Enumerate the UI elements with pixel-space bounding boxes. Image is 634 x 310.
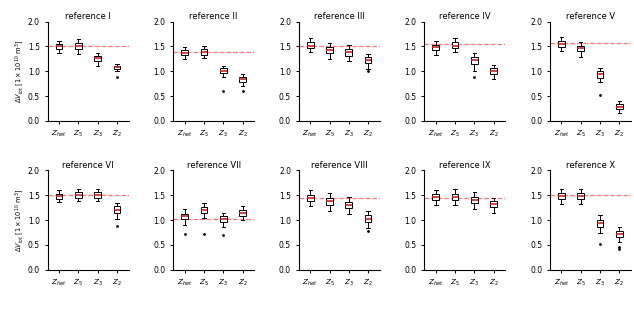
PathPatch shape xyxy=(365,215,372,222)
Title: reference VIII: reference VIII xyxy=(311,161,368,170)
Title: reference II: reference II xyxy=(190,12,238,21)
PathPatch shape xyxy=(56,43,63,50)
PathPatch shape xyxy=(490,68,497,74)
PathPatch shape xyxy=(307,42,314,48)
PathPatch shape xyxy=(326,198,333,205)
PathPatch shape xyxy=(346,202,353,208)
PathPatch shape xyxy=(220,68,226,73)
PathPatch shape xyxy=(113,66,120,69)
PathPatch shape xyxy=(94,56,101,61)
PathPatch shape xyxy=(452,194,458,200)
PathPatch shape xyxy=(452,42,458,48)
PathPatch shape xyxy=(75,192,82,198)
PathPatch shape xyxy=(578,193,584,199)
PathPatch shape xyxy=(471,57,478,64)
PathPatch shape xyxy=(558,41,565,47)
PathPatch shape xyxy=(471,197,478,203)
PathPatch shape xyxy=(200,207,207,213)
PathPatch shape xyxy=(239,210,246,216)
Title: reference VII: reference VII xyxy=(186,161,241,170)
PathPatch shape xyxy=(326,47,333,53)
PathPatch shape xyxy=(578,46,584,51)
Title: reference V: reference V xyxy=(566,12,615,21)
Title: reference IV: reference IV xyxy=(439,12,491,21)
PathPatch shape xyxy=(307,195,314,201)
PathPatch shape xyxy=(616,104,623,109)
PathPatch shape xyxy=(239,77,246,82)
PathPatch shape xyxy=(558,193,565,199)
PathPatch shape xyxy=(346,49,353,56)
PathPatch shape xyxy=(597,71,604,78)
PathPatch shape xyxy=(200,49,207,55)
PathPatch shape xyxy=(113,206,120,213)
PathPatch shape xyxy=(75,43,82,50)
PathPatch shape xyxy=(220,216,226,222)
PathPatch shape xyxy=(597,219,604,227)
Title: reference IX: reference IX xyxy=(439,161,491,170)
PathPatch shape xyxy=(94,192,101,198)
PathPatch shape xyxy=(616,231,623,237)
Title: reference X: reference X xyxy=(566,161,615,170)
Y-axis label: $\Delta V_{tot}$ [$1 \times 10^{10}$ m$^3$]: $\Delta V_{tot}$ [$1 \times 10^{10}$ m$^… xyxy=(13,40,27,103)
PathPatch shape xyxy=(432,194,439,200)
PathPatch shape xyxy=(181,50,188,55)
PathPatch shape xyxy=(56,194,63,199)
PathPatch shape xyxy=(432,45,439,51)
Title: reference III: reference III xyxy=(314,12,365,21)
PathPatch shape xyxy=(490,201,497,207)
PathPatch shape xyxy=(365,57,372,63)
Y-axis label: $\Delta V_{tot}$ [$1 \times 10^{10}$ m$^3$]: $\Delta V_{tot}$ [$1 \times 10^{10}$ m$^… xyxy=(13,188,27,252)
PathPatch shape xyxy=(181,214,188,219)
Title: reference VI: reference VI xyxy=(62,161,114,170)
Title: reference I: reference I xyxy=(65,12,111,21)
